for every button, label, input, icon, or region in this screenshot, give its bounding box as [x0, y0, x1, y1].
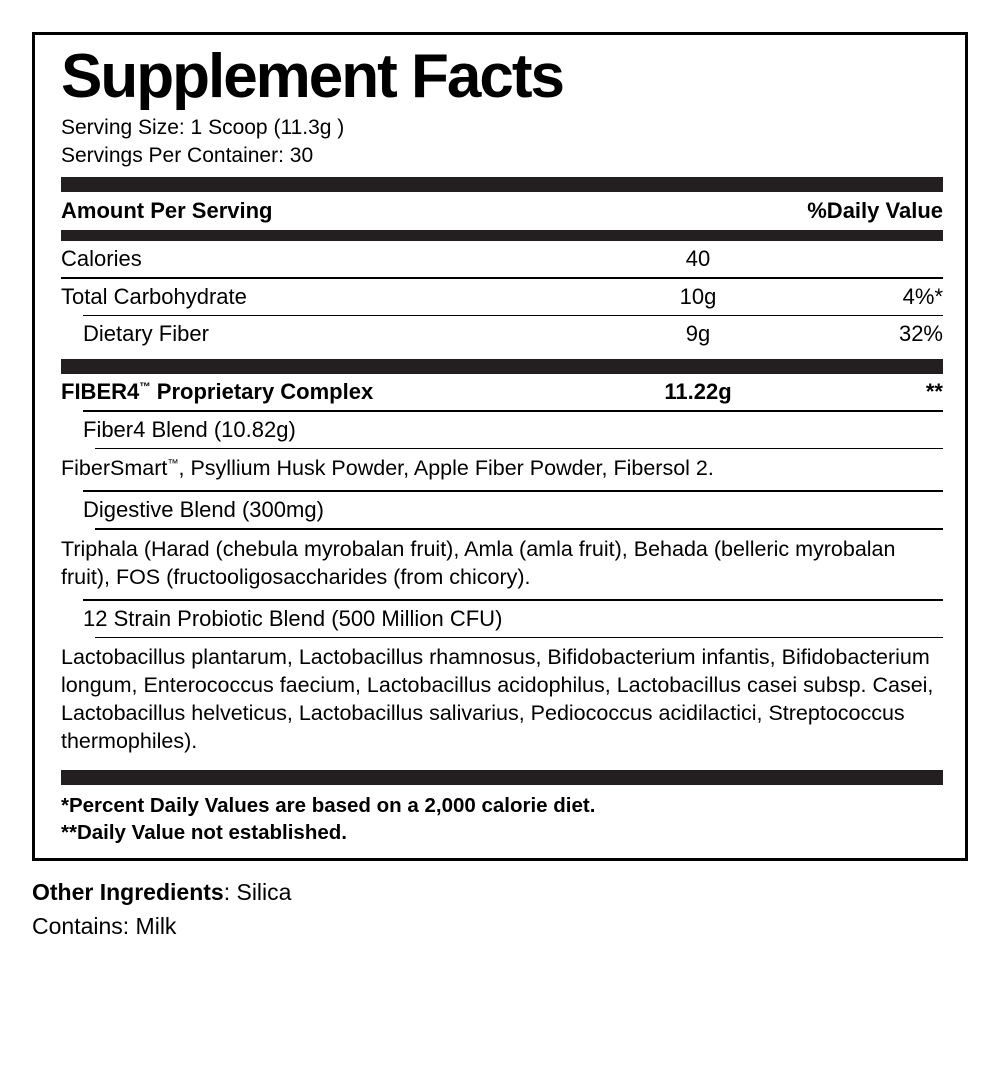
- proprietary-complex-daily-value: **: [925, 378, 943, 404]
- blend-heading-row: 12 Strain Probiotic Blend (500 Million C…: [61, 601, 943, 637]
- nutrient-name: Dietary Fiber: [83, 321, 209, 347]
- blend-ingredients: FiberSmart™, Psyllium Husk Powder, Apple…: [61, 449, 943, 490]
- table-row: Calories 40: [61, 241, 943, 277]
- divider-bar-thick-bottom: [61, 769, 943, 785]
- row-divider: [83, 314, 943, 317]
- proprietary-complex-amount: 11.22g: [664, 378, 732, 404]
- nutrient-amount: 9g: [685, 321, 711, 347]
- page-title: Supplement Facts: [61, 42, 565, 111]
- row-divider: [95, 528, 943, 530]
- blend-ingredient-brand: FiberSmart: [61, 456, 168, 481]
- divider-bar-medium: [61, 229, 943, 241]
- other-ingredients-value: : Silica: [223, 879, 292, 906]
- row-divider: [95, 447, 943, 450]
- table-row: Dietary Fiber 9g 32%: [61, 316, 943, 352]
- proprietary-complex-row: FIBER4™ Proprietary Complex 11.22g **: [61, 374, 943, 410]
- footnotes: *Percent Daily Values are based on a 2,0…: [61, 785, 943, 848]
- proprietary-complex-name: FIBER4™ Proprietary Complex: [61, 379, 603, 405]
- row-divider: [61, 276, 943, 279]
- divider-bar-thick-top: [61, 176, 943, 192]
- row-divider: [95, 636, 943, 639]
- blend-heading: 12 Strain Probiotic Blend (500 Million C…: [83, 605, 503, 631]
- blend-heading: Fiber4 Blend (10.82g): [83, 416, 296, 442]
- footnote-dv-not-established: **Daily Value not established.: [61, 820, 347, 844]
- amount-per-serving-header: Amount Per Serving: [61, 197, 273, 223]
- blend-heading: Digestive Blend (300mg): [83, 497, 324, 523]
- table-row: Total Carbohydrate 10g 4%*: [61, 279, 943, 315]
- nutrient-name: Calories: [61, 245, 142, 271]
- nutrient-name: Total Carbohydrate: [61, 283, 247, 309]
- nutrient-daily-value: 32%: [898, 321, 943, 347]
- row-divider: [83, 598, 943, 601]
- daily-value-header: %Daily Value: [807, 197, 943, 223]
- blend-heading-row: Fiber4 Blend (10.82g): [61, 412, 943, 448]
- supplement-facts-box: Supplement Facts Serving Size: 1 Scoop (…: [32, 32, 968, 862]
- contains-allergen-line: Contains: Milk: [32, 913, 177, 940]
- proprietary-complex-brand: FIBER4: [61, 378, 140, 404]
- blend-ingredient-rest: , Psyllium Husk Powder, Apple Fiber Powd…: [178, 456, 714, 481]
- blend-heading-row: Digestive Blend (300mg): [61, 492, 943, 528]
- footnote-daily-value-basis: *Percent Daily Values are based on a 2,0…: [61, 793, 596, 817]
- below-box-section: Other Ingredients: Silica Contains: Milk: [32, 875, 968, 943]
- trademark-icon: ™: [139, 381, 151, 394]
- servings-per-container-line: Servings Per Container: 30: [61, 143, 314, 167]
- nutrient-amount: 40: [685, 245, 711, 271]
- divider-bar-thick-middle: [61, 358, 943, 374]
- row-divider: [83, 490, 943, 493]
- nutrient-daily-value: 4%*: [902, 283, 943, 309]
- proprietary-complex-suffix: Proprietary Complex: [150, 378, 374, 404]
- trademark-icon: ™: [167, 458, 179, 471]
- other-ingredients-label: Other Ingredients: [32, 879, 224, 906]
- blend-ingredients: Triphala (Harad (chebula myrobalan fruit…: [61, 536, 896, 589]
- other-ingredients-line: Other Ingredients: Silica: [32, 875, 968, 909]
- row-divider: [83, 409, 943, 412]
- table-header-row: Amount Per Serving %Daily Value: [61, 192, 943, 230]
- nutrient-amount: 10g: [679, 283, 717, 309]
- supplement-facts-label: Supplement Facts Serving Size: 1 Scoop (…: [32, 32, 968, 943]
- blend-ingredients: Lactobacillus plantarum, Lactobacillus r…: [61, 645, 934, 753]
- serving-size-line: Serving Size: 1 Scoop (11.3g ): [61, 116, 345, 140]
